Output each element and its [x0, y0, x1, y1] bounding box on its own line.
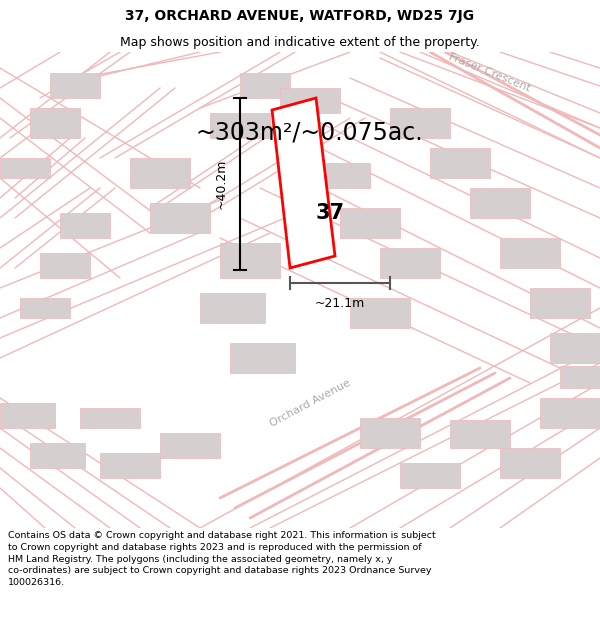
Polygon shape: [310, 163, 370, 188]
Text: 37, ORCHARD AVENUE, WATFORD, WD25 7JG: 37, ORCHARD AVENUE, WATFORD, WD25 7JG: [125, 9, 475, 22]
Polygon shape: [150, 203, 210, 233]
Polygon shape: [240, 73, 290, 98]
Polygon shape: [272, 98, 335, 268]
Polygon shape: [80, 408, 140, 428]
Polygon shape: [220, 243, 280, 278]
Polygon shape: [50, 73, 100, 98]
Text: Contains OS data © Crown copyright and database right 2021. This information is : Contains OS data © Crown copyright and d…: [8, 531, 436, 587]
Polygon shape: [230, 343, 295, 373]
Text: Fraser Crescent: Fraser Crescent: [448, 52, 532, 94]
Text: ~303m²/~0.075ac.: ~303m²/~0.075ac.: [195, 121, 422, 145]
Polygon shape: [380, 248, 440, 278]
Polygon shape: [210, 113, 270, 138]
Polygon shape: [500, 238, 560, 268]
Polygon shape: [470, 188, 530, 218]
Polygon shape: [400, 463, 460, 488]
Polygon shape: [450, 420, 510, 448]
Polygon shape: [430, 148, 490, 178]
Polygon shape: [130, 158, 190, 188]
Polygon shape: [0, 403, 55, 428]
Polygon shape: [0, 158, 50, 178]
Polygon shape: [40, 253, 90, 278]
Polygon shape: [60, 213, 110, 238]
Polygon shape: [390, 108, 450, 138]
Text: Orchard Avenue: Orchard Avenue: [268, 378, 352, 429]
Polygon shape: [200, 293, 265, 323]
Polygon shape: [540, 398, 600, 428]
Polygon shape: [30, 108, 80, 138]
Polygon shape: [530, 288, 590, 318]
Polygon shape: [280, 88, 340, 113]
Text: ~21.1m: ~21.1m: [315, 297, 365, 310]
Polygon shape: [20, 298, 70, 318]
Text: ~40.2m: ~40.2m: [215, 159, 228, 209]
Polygon shape: [100, 453, 160, 478]
Polygon shape: [160, 433, 220, 458]
Text: Map shows position and indicative extent of the property.: Map shows position and indicative extent…: [120, 36, 480, 49]
Polygon shape: [550, 333, 600, 363]
Text: 37: 37: [316, 203, 344, 223]
Polygon shape: [360, 418, 420, 448]
Polygon shape: [340, 208, 400, 238]
Polygon shape: [350, 298, 410, 328]
Polygon shape: [30, 443, 85, 468]
Polygon shape: [500, 448, 560, 478]
Polygon shape: [560, 366, 600, 388]
